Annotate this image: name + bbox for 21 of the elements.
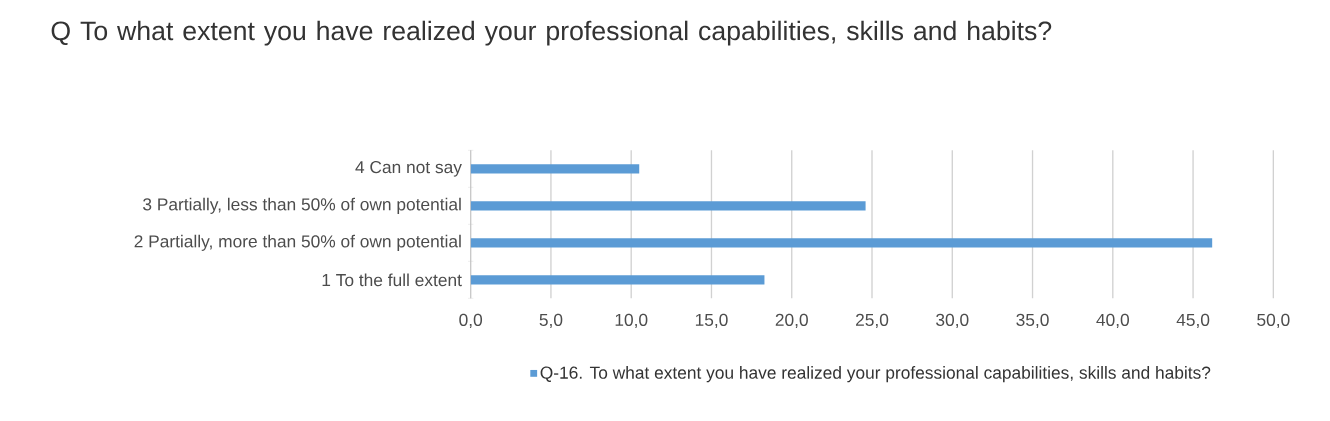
x-tick-label: 40,0 — [1096, 313, 1130, 329]
y-tick-label: 4 Can not say — [355, 160, 462, 177]
y-tick-label: 2 Partially, more than 50% of own potential — [134, 234, 461, 251]
bar — [470, 275, 765, 285]
x-tick-label: 25,0 — [856, 313, 889, 329]
x-tick-label: 35,0 — [1016, 313, 1049, 329]
chart-title: Q To what extent you have realized your professional capabilities, skills and habits? — [51, 20, 1052, 46]
legend-label: Q-16. To what extent you have realized your professional capabilities, skills and habits? — [540, 366, 1211, 383]
x-tick-label: 20,0 — [775, 313, 808, 329]
x-tick-label: 45,0 — [1176, 313, 1210, 329]
x-tick-label: 5,0 — [539, 313, 563, 329]
x-tick-label: 50,0 — [1257, 313, 1290, 329]
bar — [470, 238, 1213, 248]
x-tick-label: 15,0 — [695, 313, 728, 329]
x-tick-label: 30,0 — [936, 313, 969, 329]
y-tick-label: 1 To the full extent — [322, 273, 462, 287]
x-tick-label: 10,0 — [615, 313, 648, 329]
y-tick-label: 3 Partially, less than 50% of own potential — [143, 197, 461, 214]
x-tick-label: 0,0 — [459, 313, 483, 329]
bar — [470, 164, 640, 174]
bar — [470, 201, 866, 211]
